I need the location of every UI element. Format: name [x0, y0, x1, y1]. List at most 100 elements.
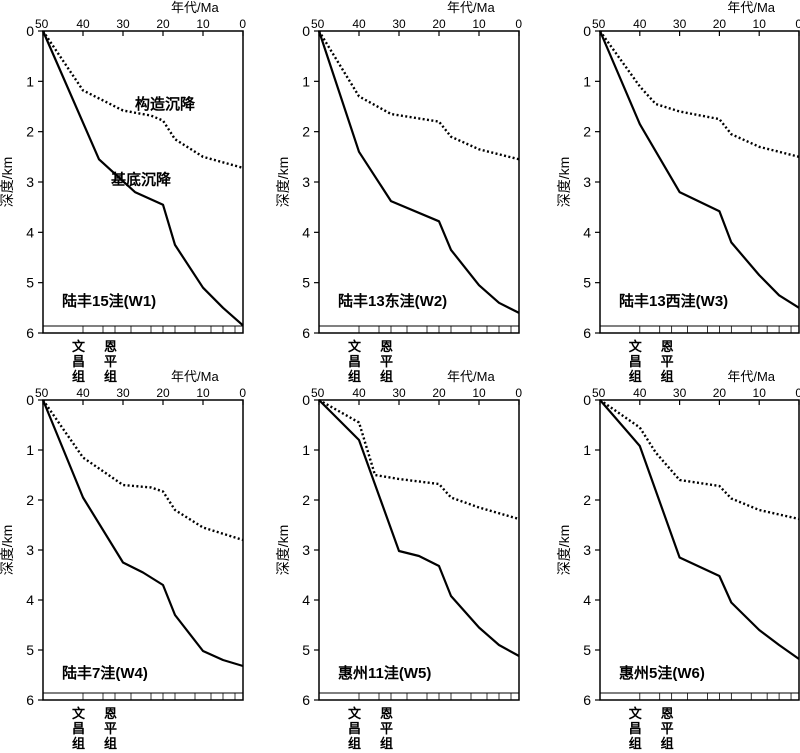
panel-5-x-tick-label-50: 50: [311, 386, 325, 400]
panel-1-x-tick-label-0: 0: [239, 17, 246, 31]
panel-2-y-tick-label-5: 5: [302, 275, 310, 291]
panel-6-y-tick-label-1: 1: [583, 442, 591, 458]
panel-2-y-tick-label-0: 0: [302, 23, 310, 39]
panel-5-formation-1-char-3: 组: [348, 736, 361, 751]
panel-5-y-tick-label-1: 1: [302, 442, 310, 458]
panel-3-series-basement-line: [598, 30, 800, 309]
panel-4-x-tick-label-30: 30: [116, 386, 130, 400]
panel-2-formation-2-char-2: 平: [380, 354, 393, 369]
panel-4-series-tectonic-line: [42, 399, 244, 542]
panel-3-y-tick-label-1: 1: [583, 73, 591, 89]
panel-2-formation-2-char-3: 组: [380, 369, 393, 384]
panel-3-x-tick-label-0: 0: [795, 17, 800, 31]
panel-6-x-tick-label-40: 40: [633, 386, 647, 400]
panel-4-series-basement-line: [41, 399, 244, 668]
panel-3-x-tick-label-30: 30: [673, 17, 687, 31]
panel-1-y-tick-label-4: 4: [26, 224, 34, 240]
panel-1-y-axis-label: 深度/km: [0, 157, 15, 208]
panel-1-series-tectonic-line: [42, 30, 244, 170]
panel-1-x-axis-label: 年代/Ma: [171, 0, 219, 15]
panel-4-y-tick-label-3: 3: [26, 542, 34, 558]
panel-5-y-tick-label-0: 0: [302, 392, 310, 408]
panel-1-y-tick-label-1: 1: [26, 73, 34, 89]
panel-6-formation-2-char-3: 组: [661, 736, 674, 751]
panel-1-annotation-1: 构造沉降: [135, 95, 196, 113]
panel-3-y-tick-label-0: 0: [583, 23, 591, 39]
panel-4-formation-2-char-2: 平: [104, 721, 117, 736]
panel-6-x-tick-label-20: 20: [713, 386, 727, 400]
panel-6-series-tectonic-line: [599, 399, 800, 521]
panel-4-y-tick-label-5: 5: [26, 642, 34, 658]
panel-4-x-tick-label-50: 50: [35, 386, 49, 400]
panel-6-x-axis-label: 年代/Ma: [727, 369, 775, 384]
panel-5-y-tick-label-3: 3: [302, 542, 310, 558]
panel-2-series-basement-line: [317, 30, 520, 314]
panel-4-y-axis-label: 深度/km: [0, 525, 15, 576]
panel-2-x-tick-label-20: 20: [432, 17, 446, 31]
panel-6-y-tick-label-4: 4: [583, 592, 591, 608]
panel-4-x-axis-label: 年代/Ma: [171, 369, 219, 384]
panel-3-y-axis-label: 深度/km: [556, 157, 572, 208]
panel-6-series-basement-line: [599, 399, 800, 660]
panel-6-formation-1-char-3: 组: [629, 736, 642, 751]
panel-4-x-tick-label-40: 40: [76, 386, 90, 400]
panel-6-frame: [599, 399, 800, 701]
panel-3-frame: [599, 30, 800, 334]
panel-2-x-tick-label-50: 50: [311, 17, 325, 31]
panel-3-y-tick-label-6: 6: [583, 325, 591, 341]
panel-1-y-tick-label-5: 5: [26, 275, 34, 291]
panel-2-x-tick-label-40: 40: [352, 17, 366, 31]
panel-1-y-tick-label-3: 3: [26, 174, 34, 190]
panel-2-title: 陆丰13东洼(W2): [338, 292, 447, 310]
panel-3-series-tectonic-line: [599, 30, 800, 158]
panel-6-y-tick-label-5: 5: [583, 642, 591, 658]
panel-2-x-axis-label: 年代/Ma: [447, 0, 495, 15]
panel-1-x-tick-label-10: 10: [196, 17, 210, 31]
panel-6-x-tick-label-30: 30: [673, 386, 687, 400]
panel-2-y-tick-label-1: 1: [302, 73, 310, 89]
panel-4-x-tick-label-0: 0: [239, 386, 246, 400]
panel-4-y-tick-label-1: 1: [26, 442, 34, 458]
panel-1-y-tick-label-6: 6: [26, 325, 34, 341]
panel-2-x-tick-label-10: 10: [472, 17, 486, 31]
panel-3-formation-1-char-3: 组: [629, 369, 642, 384]
panel-4-formation-1-char-2: 昌: [72, 721, 85, 736]
panel-2-formation-1-char-1: 文: [348, 339, 362, 354]
panel-1-x-tick-label-40: 40: [76, 17, 90, 31]
panel-6-formation-2-char-2: 平: [661, 721, 674, 736]
panel-5-y-tick-label-5: 5: [302, 642, 310, 658]
panel-6-x-tick-label-10: 10: [753, 386, 767, 400]
panel-3-formation-2-char-2: 平: [661, 354, 674, 369]
panel-4-y-tick-label-4: 4: [26, 592, 34, 608]
panel-3-y-tick-label-2: 2: [583, 124, 591, 140]
panel-2-y-tick-label-6: 6: [302, 325, 310, 341]
panel-3-x-tick-label-20: 20: [713, 17, 727, 31]
panel-4-y-tick-label-6: 6: [26, 692, 34, 708]
panel-4-formation-1-char-3: 组: [72, 736, 85, 751]
panel-5-x-tick-label-10: 10: [472, 386, 486, 400]
panel-1-series-basement-line: [41, 30, 244, 327]
panel-2-x-tick-label-30: 30: [392, 17, 406, 31]
panel-4-title: 陆丰7洼(W4): [62, 664, 148, 682]
panel-3-y-tick-label-3: 3: [583, 174, 591, 190]
panel-5-formation-1-char-2: 昌: [348, 721, 361, 736]
panel-5-formation-2-char-1: 恩: [380, 706, 393, 721]
panel-1-x-tick-label-50: 50: [35, 17, 49, 31]
panel-3-x-tick-label-40: 40: [633, 17, 647, 31]
panel-4-formation-2-char-3: 组: [104, 736, 117, 751]
panel-5-formation-2-char-3: 组: [380, 736, 393, 751]
panel-5-y-tick-label-4: 4: [302, 592, 310, 608]
panel-4-x-tick-label-10: 10: [196, 386, 210, 400]
panel-2-formation-2-char-1: 恩: [380, 339, 393, 354]
panel-2-y-tick-label-4: 4: [302, 224, 310, 240]
panel-6-y-tick-label-2: 2: [583, 492, 591, 508]
panel-3-formation-1-char-1: 文: [629, 339, 643, 354]
panel-3-formation-2-char-3: 组: [661, 369, 674, 384]
panel-1-x-tick-label-20: 20: [156, 17, 170, 31]
panel-3-x-tick-label-10: 10: [753, 17, 767, 31]
